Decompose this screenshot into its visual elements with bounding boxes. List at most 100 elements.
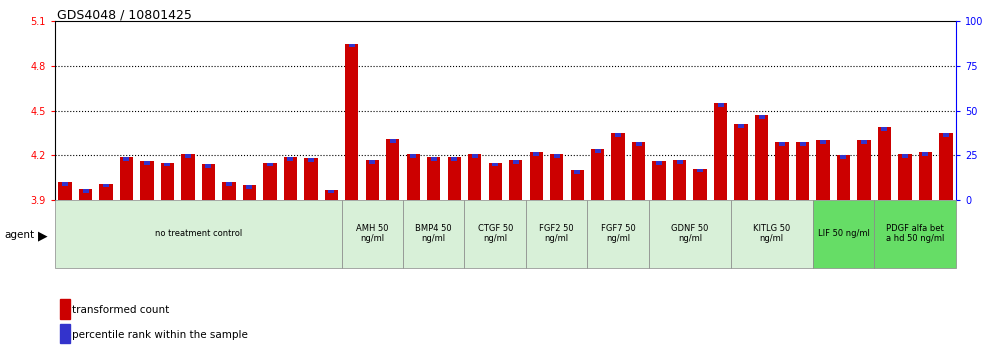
Bar: [59, 182, 72, 200]
FancyBboxPatch shape: [403, 200, 464, 268]
FancyBboxPatch shape: [813, 200, 874, 268]
Bar: [406, 154, 420, 200]
Bar: [509, 160, 522, 200]
Bar: [918, 152, 932, 200]
Bar: [389, 139, 395, 143]
Bar: [427, 157, 440, 200]
Bar: [690, 21, 710, 200]
Bar: [103, 184, 109, 187]
Bar: [181, 154, 194, 200]
Text: no treatment control: no treatment control: [154, 229, 242, 238]
Bar: [342, 21, 363, 200]
Bar: [451, 157, 457, 160]
Bar: [444, 21, 464, 200]
FancyBboxPatch shape: [874, 200, 956, 268]
Bar: [185, 154, 191, 158]
Bar: [472, 154, 478, 158]
Bar: [632, 142, 645, 200]
Bar: [648, 21, 669, 200]
Bar: [198, 21, 219, 200]
Bar: [506, 21, 526, 200]
Bar: [284, 157, 297, 200]
FancyBboxPatch shape: [464, 200, 526, 268]
Bar: [243, 185, 256, 200]
Bar: [55, 21, 76, 200]
Bar: [902, 154, 908, 158]
Text: LIF 50 ng/ml: LIF 50 ng/ml: [818, 229, 870, 238]
Bar: [554, 154, 560, 158]
Bar: [656, 161, 662, 165]
Text: PDGF alfa bet
a hd 50 ng/ml: PDGF alfa bet a hd 50 ng/ml: [886, 224, 944, 243]
Bar: [83, 189, 89, 193]
Bar: [813, 21, 834, 200]
Bar: [547, 21, 567, 200]
Bar: [834, 21, 854, 200]
Text: GDS4048 / 10801425: GDS4048 / 10801425: [57, 9, 191, 22]
Bar: [772, 21, 792, 200]
Bar: [574, 170, 580, 174]
Bar: [550, 154, 564, 200]
Bar: [595, 149, 601, 153]
Bar: [96, 21, 117, 200]
Bar: [738, 124, 744, 128]
Text: percentile rank within the sample: percentile rank within the sample: [72, 330, 248, 339]
Text: ▶: ▶: [38, 229, 48, 242]
Bar: [177, 21, 198, 200]
Bar: [717, 103, 723, 107]
Bar: [939, 133, 952, 200]
Bar: [571, 170, 584, 200]
Bar: [346, 44, 359, 200]
Bar: [403, 21, 423, 200]
Bar: [76, 21, 96, 200]
Bar: [943, 133, 949, 137]
Bar: [100, 184, 113, 200]
Bar: [431, 157, 437, 160]
Text: transformed count: transformed count: [72, 305, 169, 315]
Bar: [652, 161, 665, 200]
Bar: [363, 21, 382, 200]
Text: BMP4 50
ng/ml: BMP4 50 ng/ml: [415, 224, 452, 243]
Bar: [160, 163, 174, 200]
Bar: [349, 44, 355, 47]
Bar: [820, 141, 826, 144]
Bar: [861, 141, 867, 144]
Bar: [591, 149, 605, 200]
Bar: [796, 142, 809, 200]
Bar: [288, 157, 294, 160]
Bar: [124, 157, 129, 160]
Bar: [222, 182, 236, 200]
Bar: [673, 160, 686, 200]
Bar: [898, 154, 911, 200]
Bar: [120, 157, 133, 200]
Bar: [136, 21, 157, 200]
Bar: [751, 21, 772, 200]
Bar: [468, 154, 481, 200]
Bar: [533, 152, 539, 156]
Bar: [755, 115, 768, 200]
Bar: [588, 21, 608, 200]
Bar: [731, 21, 751, 200]
Bar: [513, 160, 519, 164]
Bar: [874, 21, 894, 200]
Bar: [693, 169, 707, 200]
Bar: [710, 21, 731, 200]
Bar: [308, 158, 314, 162]
Bar: [464, 21, 485, 200]
Bar: [62, 182, 68, 186]
Bar: [164, 163, 170, 166]
Bar: [526, 21, 547, 200]
Bar: [635, 142, 641, 145]
Bar: [697, 169, 703, 172]
Bar: [759, 115, 765, 119]
Bar: [858, 141, 871, 200]
Bar: [877, 127, 891, 200]
Bar: [410, 154, 416, 158]
Bar: [329, 190, 335, 193]
Bar: [246, 185, 252, 189]
Bar: [447, 157, 461, 200]
Bar: [530, 152, 543, 200]
Bar: [854, 21, 874, 200]
Bar: [922, 152, 928, 156]
Bar: [935, 21, 956, 200]
FancyBboxPatch shape: [648, 200, 731, 268]
